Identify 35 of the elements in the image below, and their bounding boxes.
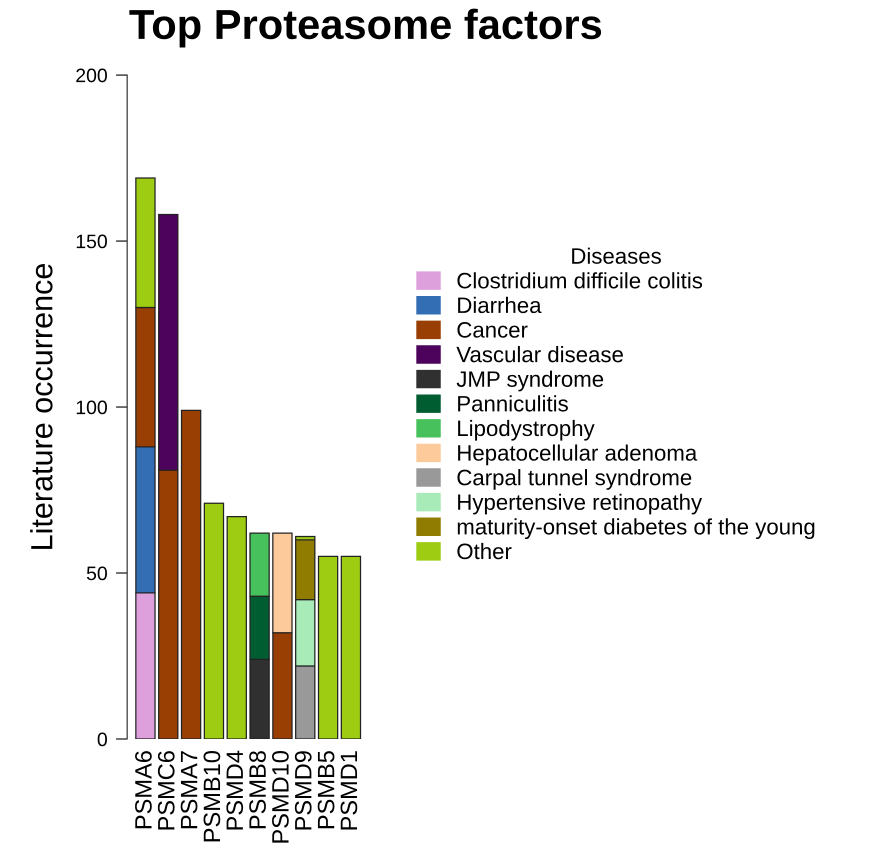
y-tick-label: 0	[98, 732, 107, 746]
y-tick-label: 100	[76, 400, 107, 414]
x-tick-label: PSMA6	[135, 751, 152, 828]
x-tick-label: PSMA7	[180, 751, 198, 828]
y-tick-label: 150	[76, 234, 107, 248]
x-tick-label: PSMB8	[249, 751, 266, 828]
legend-label: Hepatocellular adenoma	[458, 444, 698, 466]
bar	[318, 556, 338, 739]
bar	[340, 556, 362, 739]
legend-label: Cancer	[457, 322, 528, 338]
y-tick-label: 50	[86, 566, 107, 580]
x-tick-label: PSMD9	[294, 751, 312, 830]
bar	[204, 502, 224, 739]
bar	[180, 410, 202, 739]
legend-title: Diseases	[572, 248, 661, 264]
legend-label: Hypertensive retinopathy	[458, 494, 702, 514]
legend-label: maturity-onset diabetes of the young	[458, 518, 814, 540]
x-tick-label: PSMD1	[340, 751, 358, 830]
legend-label: Panniculitis	[458, 395, 568, 412]
x-tick-label: PSMB10	[204, 751, 220, 842]
x-tick-label: PSMC6	[158, 751, 175, 830]
legend-label: Other	[457, 542, 512, 560]
legend-label: Carpal tunnel syndrome	[457, 469, 692, 490]
y-tick-label: 200	[76, 68, 107, 82]
legend-label: Clostridium difficile colitis	[457, 272, 702, 289]
legend-label: JMP syndrome	[456, 370, 604, 392]
bar	[226, 516, 247, 739]
chart-title: Top Proteasome factors	[129, 8, 602, 48]
legend-label: Vascular disease	[456, 346, 623, 362]
legend-label: Diarrhea	[458, 296, 542, 314]
y-axis-title: Literature occurrence	[30, 264, 53, 549]
x-tick-label: PSMD10	[272, 751, 289, 843]
legend-label: Lipodystrophy	[458, 420, 595, 441]
x-tick-label: PSMD4	[226, 750, 244, 830]
x-tick-label: PSMB5	[318, 751, 334, 828]
